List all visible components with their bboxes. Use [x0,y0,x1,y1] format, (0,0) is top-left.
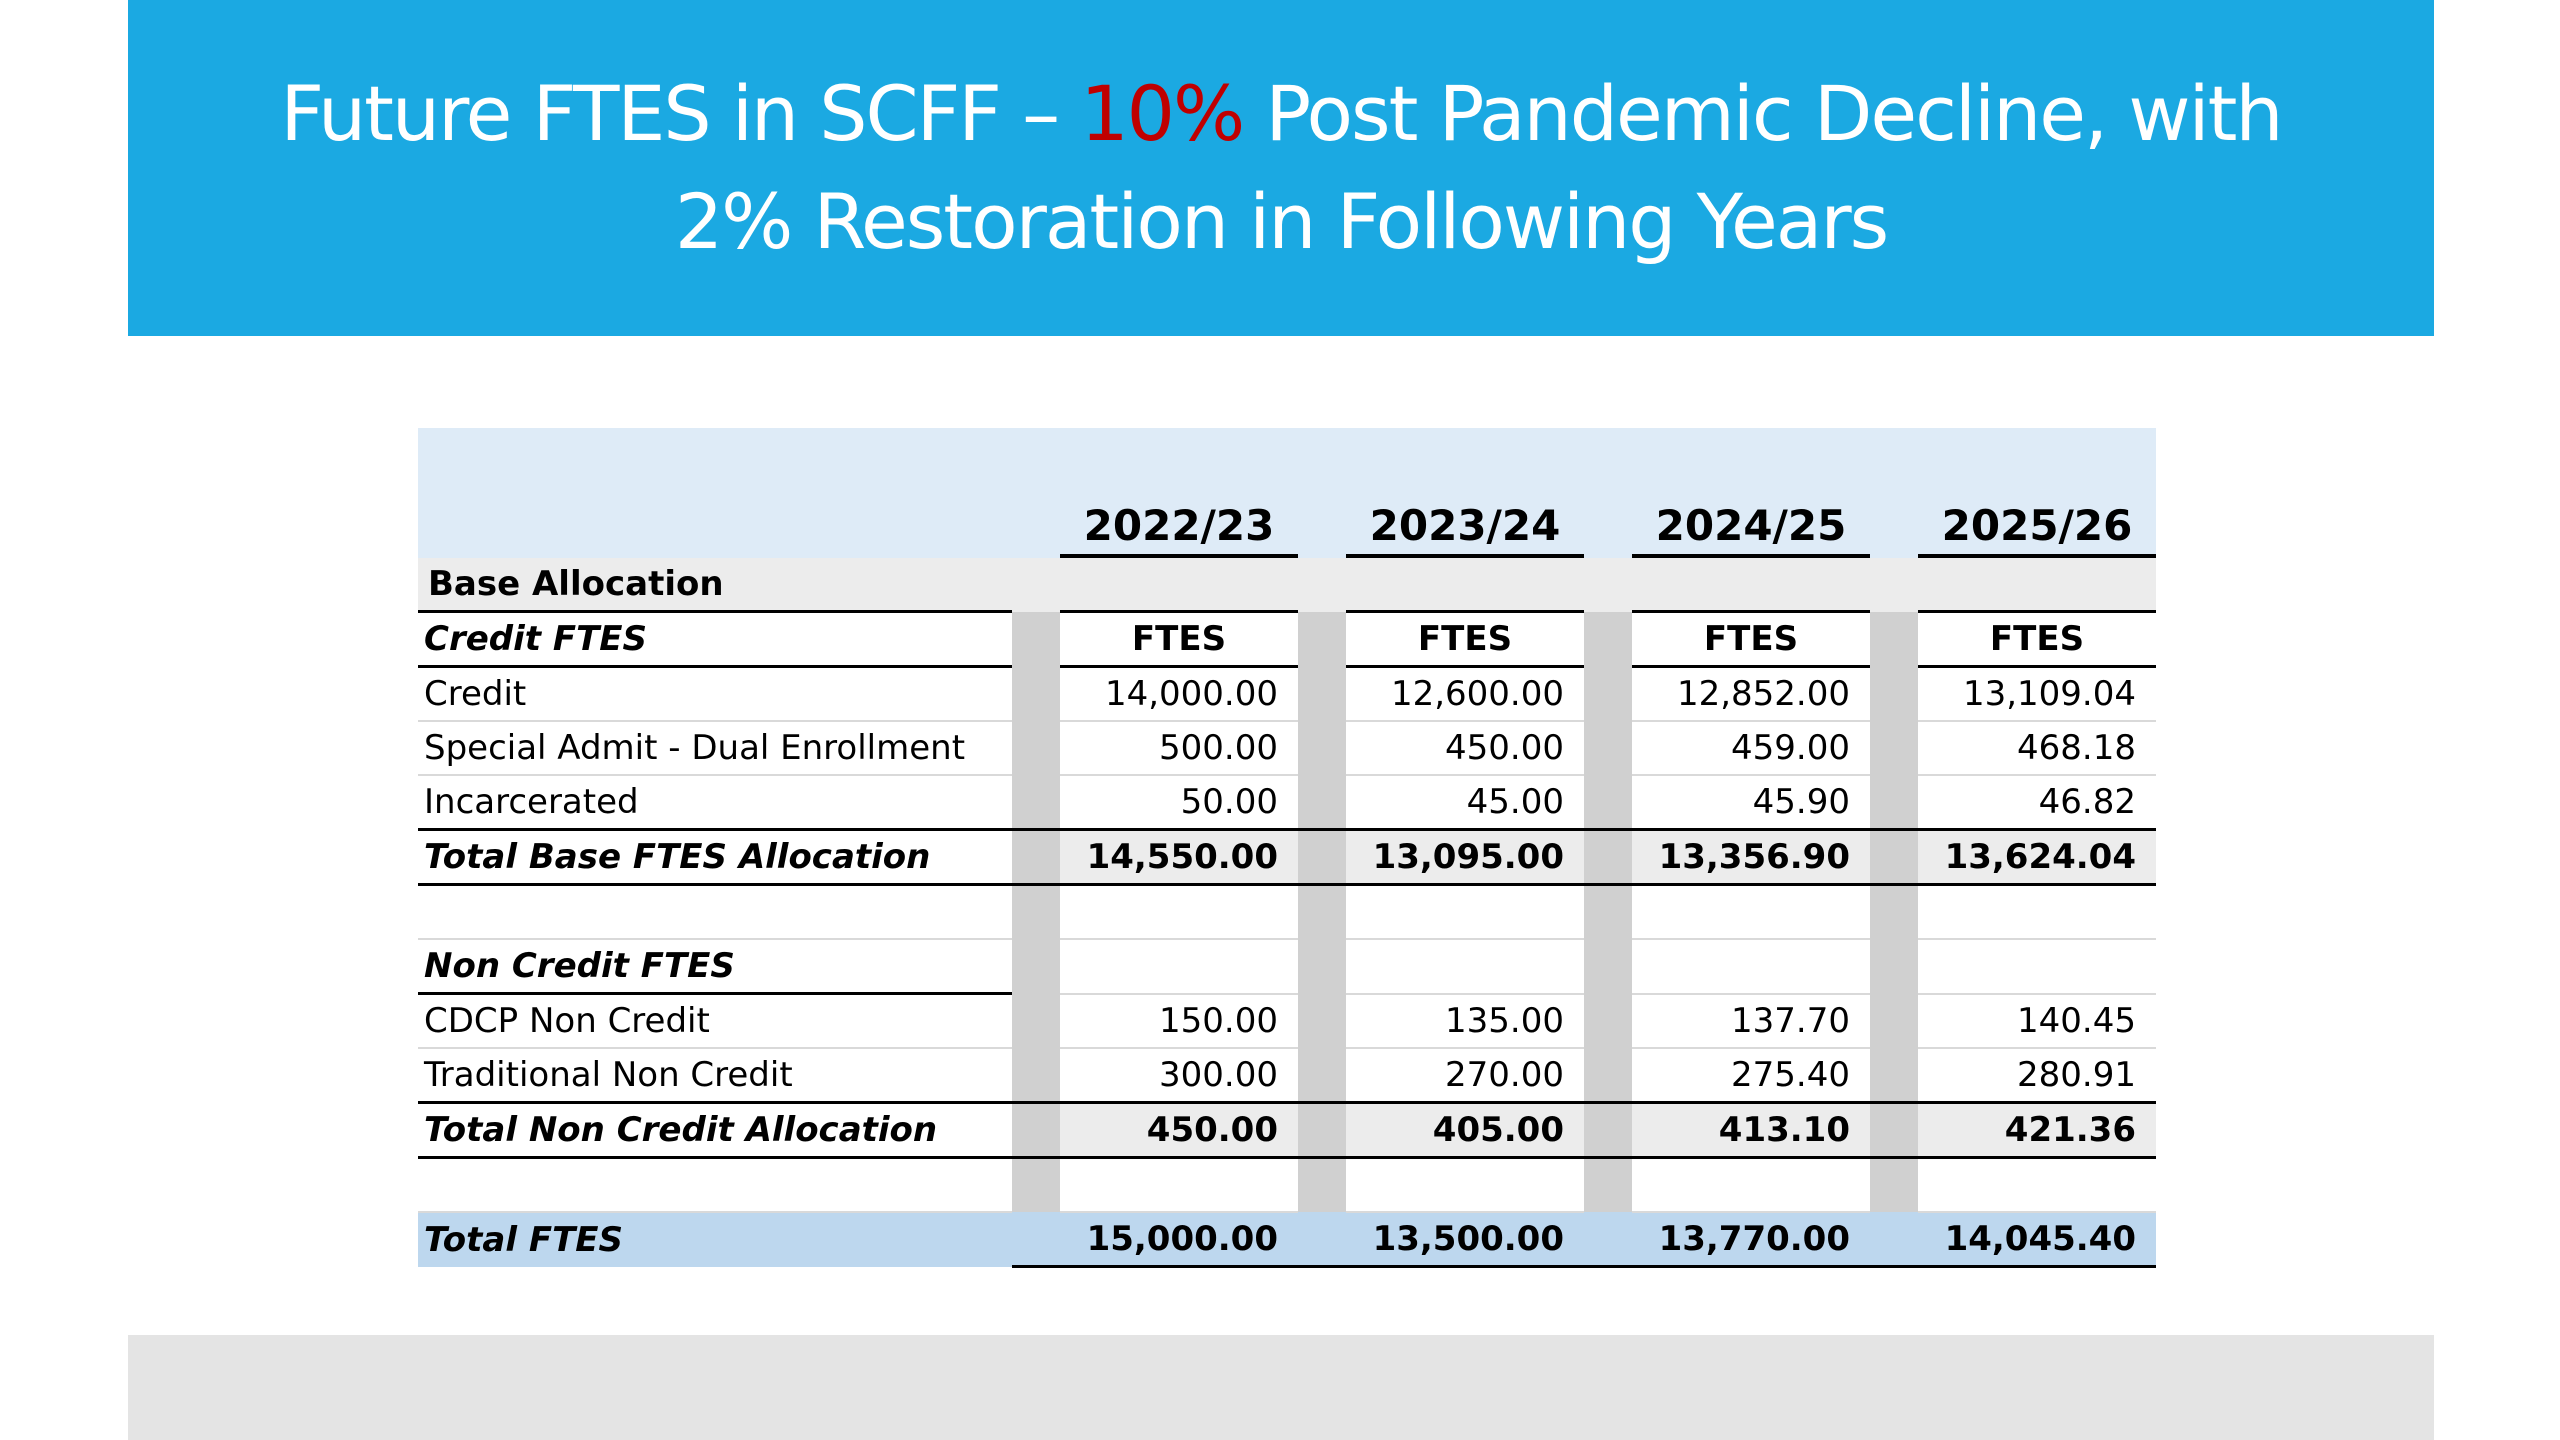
noncredit-header-label: Non Credit FTES [418,939,1012,995]
row-label: Total Base FTES Allocation [418,828,1012,886]
year-header: 2024/25 [1632,428,1870,558]
cell-value: 413.10 [1632,1101,1870,1159]
cell-value: 13,770.00 [1632,1212,1870,1268]
cell-value: 468.18 [1918,721,2156,776]
blank-row [418,884,2156,940]
cell-value: 450.00 [1060,1101,1298,1159]
year-header-row: 2022/23 2023/24 2024/25 2025/26 [418,428,2156,558]
cell-value: 421.36 [1918,1101,2156,1159]
column-unit: FTES [1346,610,1584,668]
cell-value: 12,852.00 [1632,666,1870,722]
year-header: 2025/26 [1918,428,2156,558]
blank-row [418,1157,2156,1213]
cell-value: 13,500.00 [1346,1212,1584,1268]
year-header: 2023/24 [1346,428,1584,558]
year-header: 2022/23 [1060,428,1298,558]
cell-value: 135.00 [1346,993,1584,1049]
cell-value: 45.00 [1346,775,1584,831]
table-row: Incarcerated 50.00 45.00 45.90 46.82 [418,775,2156,831]
cell-value: 13,356.90 [1632,828,1870,886]
title-text-after: Post Pandemic Decline, with [1243,69,2283,158]
cell-value: 14,045.40 [1918,1212,2156,1268]
row-label: CDCP Non Credit [418,993,1012,1049]
cell-value: 45.90 [1632,775,1870,831]
cell-value: 13,624.04 [1918,828,2156,886]
cell-value: 15,000.00 [1060,1212,1298,1268]
table-row: Credit 14,000.00 12,600.00 12,852.00 13,… [418,666,2156,722]
table-row: Special Admit - Dual Enrollment 500.00 4… [418,721,2156,776]
row-label: Total FTES [418,1212,1012,1267]
noncredit-header-row: Non Credit FTES [418,939,2156,995]
credit-header-label: Credit FTES [418,610,1012,668]
section-row: Base Allocation [418,558,2156,612]
cell-value: 13,095.00 [1346,828,1584,886]
row-label: Credit [418,666,1012,722]
cell-value: 500.00 [1060,721,1298,776]
cell-value: 14,000.00 [1060,666,1298,722]
row-label: Total Non Credit Allocation [418,1101,1012,1159]
cell-value: 46.82 [1918,775,2156,831]
cell-value: 280.91 [1918,1048,2156,1104]
title-accent-percent: 10% [1080,69,1245,158]
cell-value: 50.00 [1060,775,1298,831]
table-row: Traditional Non Credit 300.00 270.00 275… [418,1048,2156,1104]
row-label: Traditional Non Credit [418,1048,1012,1104]
cell-value: 405.00 [1346,1101,1584,1159]
cell-value: 270.00 [1346,1048,1584,1104]
section-label: Base Allocation [418,558,2156,612]
title-text-before: Future FTES in SCFF – [280,69,1081,158]
cell-value: 150.00 [1060,993,1298,1049]
total-base-row: Total Base FTES Allocation 14,550.00 13,… [418,828,2156,886]
column-unit: FTES [1918,610,2156,668]
header-blank [418,428,1012,558]
cell-value: 14,550.00 [1060,828,1298,886]
total-ftes-row: Total FTES 15,000.00 13,500.00 13,770.00… [418,1212,2156,1268]
cell-value: 13,109.04 [1918,666,2156,722]
cell-value: 140.45 [1918,993,2156,1049]
cell-value: 300.00 [1060,1048,1298,1104]
credit-header-row: Credit FTES FTES FTES FTES FTES [418,610,2156,668]
cell-value: 137.70 [1632,993,1870,1049]
total-noncredit-row: Total Non Credit Allocation 450.00 405.0… [418,1101,2156,1159]
slide-title-line-2: 2% Restoration in Following Years [674,177,1889,266]
row-label: Incarcerated [418,775,1012,831]
cell-value: 459.00 [1632,721,1870,776]
cell-value: 12,600.00 [1346,666,1584,722]
ftes-table: 2022/23 2023/24 2024/25 2025/26 Base All… [418,428,2156,1268]
row-label: Special Admit - Dual Enrollment [418,721,1012,776]
footer-bar [128,1335,2434,1440]
cell-value: 275.40 [1632,1048,1870,1104]
slide-title-line-1: Future FTES in SCFF – 10% Post Pandemic … [280,60,2283,168]
slide-title-banner: Future FTES in SCFF – 10% Post Pandemic … [128,0,2434,336]
column-unit: FTES [1060,610,1298,668]
cell-value: 450.00 [1346,721,1584,776]
column-unit: FTES [1632,610,1870,668]
table-row: CDCP Non Credit 150.00 135.00 137.70 140… [418,993,2156,1049]
